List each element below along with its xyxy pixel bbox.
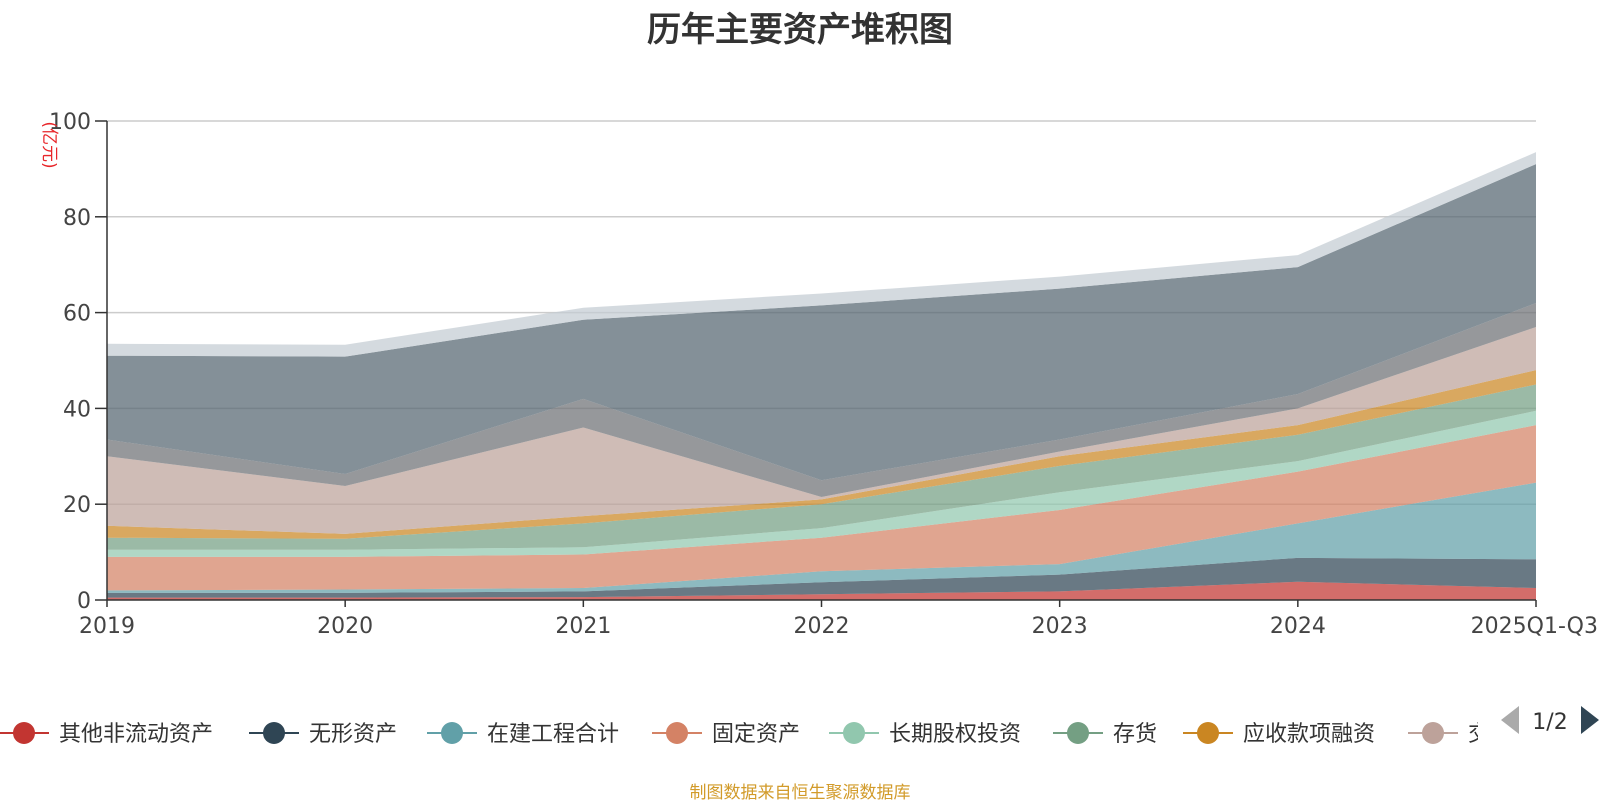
area-series-1 xyxy=(107,581,1536,600)
x-tick-label: 2020 xyxy=(317,614,373,639)
y-tick-label: 60 xyxy=(63,302,91,327)
legend-items: 其他非流动资产 无形资产 在建工程合计 固定资产 长期股权投资 存货 应收款项融资 交 xyxy=(0,722,1490,747)
legend-item[interactable]: 应收款项融资 xyxy=(1183,722,1375,747)
legend-item[interactable]: 长期股权投资 xyxy=(829,722,1021,747)
chart-title: 历年主要资产堆积图 xyxy=(647,10,953,50)
y-tick-label: 40 xyxy=(63,397,91,422)
area-series-3 xyxy=(107,482,1536,593)
legend-label: 应收款项融资 xyxy=(1243,722,1375,747)
legend-swatch-marker xyxy=(1422,722,1444,744)
y-tick-label: 0 xyxy=(77,589,91,614)
legend-pager: 1/2 xyxy=(1501,706,1599,735)
legend-page-indicator: 1/2 xyxy=(1532,710,1567,735)
x-tick-label: 2023 xyxy=(1032,614,1088,639)
legend-label: 交 xyxy=(1468,722,1490,747)
axis-layer: 0 20 40 60 80 100 2019 2020 2021 2022 2023 2024 2025… xyxy=(49,110,1598,639)
legend-label: 长期股权投资 xyxy=(889,722,1021,747)
x-tick-label: 2019 xyxy=(79,614,135,639)
legend-label: 存货 xyxy=(1113,722,1157,747)
legend-swatch-marker xyxy=(1067,722,1089,744)
y-tick-label: 100 xyxy=(49,110,91,135)
area-series-10 xyxy=(107,164,1536,481)
legend-label: 在建工程合计 xyxy=(487,722,619,747)
area-series-9 xyxy=(107,303,1536,498)
legend-swatch-marker xyxy=(666,722,688,744)
source-note: 制图数据来自恒生聚源数据库 xyxy=(689,783,911,803)
x-tick-label: 2024 xyxy=(1270,614,1326,639)
legend-label: 固定资产 xyxy=(712,722,800,747)
legend-swatch-marker xyxy=(1197,722,1219,744)
area-series-6 xyxy=(107,384,1536,550)
area-series-4 xyxy=(107,425,1536,591)
legend: 其他非流动资产 无形资产 在建工程合计 固定资产 长期股权投资 存货 应收款项融资 交 xyxy=(0,722,1490,747)
legend-next-icon[interactable] xyxy=(1581,706,1599,734)
legend-item[interactable]: 无形资产 xyxy=(249,722,397,747)
legend-swatch-marker xyxy=(263,722,285,744)
legend-item[interactable]: 交 xyxy=(1408,722,1490,747)
y-axis-unit-label: (亿元) xyxy=(39,121,59,168)
area-layer xyxy=(107,152,1536,600)
y-tick-label: 20 xyxy=(63,493,91,518)
legend-swatch-marker xyxy=(13,722,35,744)
area-series-2 xyxy=(107,557,1536,598)
legend-label: 其他非流动资产 xyxy=(59,722,213,747)
x-tick-label: 2021 xyxy=(555,614,611,639)
x-tick-label: 2025Q1-Q3 xyxy=(1471,614,1598,639)
legend-swatch-marker xyxy=(843,722,865,744)
legend-prev-icon[interactable] xyxy=(1501,706,1519,734)
x-tick-label: 2022 xyxy=(794,614,850,639)
legend-swatch-marker xyxy=(441,722,463,744)
legend-item[interactable]: 在建工程合计 xyxy=(427,722,619,747)
legend-item[interactable]: 存货 xyxy=(1053,722,1157,747)
area-series-8 xyxy=(107,326,1536,534)
y-tick-label: 80 xyxy=(63,206,91,231)
legend-item[interactable]: 其他非流动资产 xyxy=(0,722,213,747)
legend-item[interactable]: 固定资产 xyxy=(652,722,800,747)
legend-label: 无形资产 xyxy=(309,722,397,747)
